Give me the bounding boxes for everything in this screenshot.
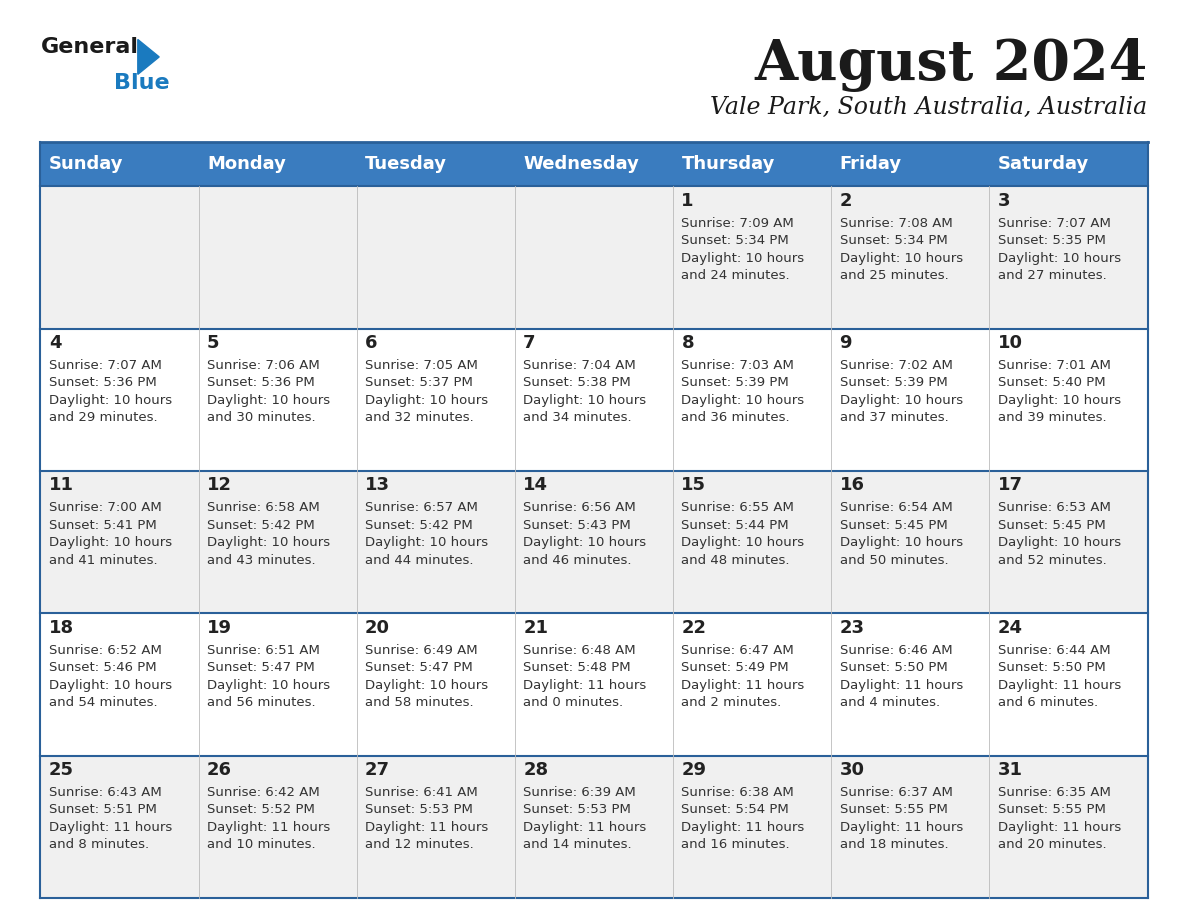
Text: 20: 20 [365,619,390,637]
Text: 22: 22 [682,619,707,637]
Bar [40,329,1148,471]
Text: 21: 21 [523,619,548,637]
Text: 27: 27 [365,761,390,779]
Text: Sunrise: 6:53 AM
Sunset: 5:45 PM
Daylight: 10 hours
and 52 minutes.: Sunrise: 6:53 AM Sunset: 5:45 PM Dayligh… [998,501,1120,566]
Bar [40,471,1148,613]
Text: 3: 3 [998,192,1010,210]
Text: August 2024: August 2024 [754,37,1148,92]
Text: Sunrise: 6:38 AM
Sunset: 5:54 PM
Daylight: 11 hours
and 16 minutes.: Sunrise: 6:38 AM Sunset: 5:54 PM Dayligh… [682,786,804,851]
Text: 24: 24 [998,619,1023,637]
Text: 13: 13 [365,476,390,495]
Text: Sunrise: 6:47 AM
Sunset: 5:49 PM
Daylight: 11 hours
and 2 minutes.: Sunrise: 6:47 AM Sunset: 5:49 PM Dayligh… [682,644,804,709]
Text: Sunrise: 7:05 AM
Sunset: 5:37 PM
Daylight: 10 hours
and 32 minutes.: Sunrise: 7:05 AM Sunset: 5:37 PM Dayligh… [365,359,488,424]
Text: 2: 2 [840,192,852,210]
Text: 16: 16 [840,476,865,495]
Text: Friday: Friday [840,155,902,174]
Text: 28: 28 [523,761,549,779]
Text: 19: 19 [207,619,232,637]
Text: 4: 4 [49,334,62,353]
Text: Blue: Blue [114,73,170,94]
Text: 9: 9 [840,334,852,353]
Text: 26: 26 [207,761,232,779]
Text: 12: 12 [207,476,232,495]
Text: Sunrise: 7:01 AM
Sunset: 5:40 PM
Daylight: 10 hours
and 39 minutes.: Sunrise: 7:01 AM Sunset: 5:40 PM Dayligh… [998,359,1120,424]
Text: Sunrise: 6:49 AM
Sunset: 5:47 PM
Daylight: 10 hours
and 58 minutes.: Sunrise: 6:49 AM Sunset: 5:47 PM Dayligh… [365,644,488,709]
Bar [40,186,1148,329]
Text: 5: 5 [207,334,220,353]
Text: Sunrise: 6:57 AM
Sunset: 5:42 PM
Daylight: 10 hours
and 44 minutes.: Sunrise: 6:57 AM Sunset: 5:42 PM Dayligh… [365,501,488,566]
Text: 1: 1 [682,192,694,210]
Text: 10: 10 [998,334,1023,353]
Text: Sunrise: 6:56 AM
Sunset: 5:43 PM
Daylight: 10 hours
and 46 minutes.: Sunrise: 6:56 AM Sunset: 5:43 PM Dayligh… [523,501,646,566]
Text: Vale Park, South Australia, Australia: Vale Park, South Australia, Australia [710,96,1148,119]
Text: Sunrise: 6:54 AM
Sunset: 5:45 PM
Daylight: 10 hours
and 50 minutes.: Sunrise: 6:54 AM Sunset: 5:45 PM Dayligh… [840,501,962,566]
Text: 17: 17 [998,476,1023,495]
Text: Sunrise: 7:04 AM
Sunset: 5:38 PM
Daylight: 10 hours
and 34 minutes.: Sunrise: 7:04 AM Sunset: 5:38 PM Dayligh… [523,359,646,424]
Text: Sunrise: 6:51 AM
Sunset: 5:47 PM
Daylight: 10 hours
and 56 minutes.: Sunrise: 6:51 AM Sunset: 5:47 PM Dayligh… [207,644,330,709]
Text: 6: 6 [365,334,378,353]
Text: 11: 11 [49,476,74,495]
Text: Sunrise: 6:43 AM
Sunset: 5:51 PM
Daylight: 11 hours
and 8 minutes.: Sunrise: 6:43 AM Sunset: 5:51 PM Dayligh… [49,786,172,851]
Text: Sunrise: 6:41 AM
Sunset: 5:53 PM
Daylight: 11 hours
and 12 minutes.: Sunrise: 6:41 AM Sunset: 5:53 PM Dayligh… [365,786,488,851]
Text: Sunrise: 6:39 AM
Sunset: 5:53 PM
Daylight: 11 hours
and 14 minutes.: Sunrise: 6:39 AM Sunset: 5:53 PM Dayligh… [523,786,646,851]
Text: Sunrise: 7:08 AM
Sunset: 5:34 PM
Daylight: 10 hours
and 25 minutes.: Sunrise: 7:08 AM Sunset: 5:34 PM Dayligh… [840,217,962,282]
Bar [40,756,1148,898]
Text: Sunrise: 6:44 AM
Sunset: 5:50 PM
Daylight: 11 hours
and 6 minutes.: Sunrise: 6:44 AM Sunset: 5:50 PM Dayligh… [998,644,1121,709]
Text: Sunrise: 7:07 AM
Sunset: 5:35 PM
Daylight: 10 hours
and 27 minutes.: Sunrise: 7:07 AM Sunset: 5:35 PM Dayligh… [998,217,1120,282]
Bar [40,142,1148,186]
Text: Sunrise: 6:37 AM
Sunset: 5:55 PM
Daylight: 11 hours
and 18 minutes.: Sunrise: 6:37 AM Sunset: 5:55 PM Dayligh… [840,786,962,851]
Polygon shape [138,39,159,74]
Text: Sunrise: 7:02 AM
Sunset: 5:39 PM
Daylight: 10 hours
and 37 minutes.: Sunrise: 7:02 AM Sunset: 5:39 PM Dayligh… [840,359,962,424]
Text: Sunrise: 6:58 AM
Sunset: 5:42 PM
Daylight: 10 hours
and 43 minutes.: Sunrise: 6:58 AM Sunset: 5:42 PM Dayligh… [207,501,330,566]
Text: Monday: Monday [207,155,286,174]
Text: Saturday: Saturday [998,155,1089,174]
Text: Sunrise: 6:46 AM
Sunset: 5:50 PM
Daylight: 11 hours
and 4 minutes.: Sunrise: 6:46 AM Sunset: 5:50 PM Dayligh… [840,644,962,709]
Text: General: General [40,37,138,57]
Text: 15: 15 [682,476,707,495]
Text: 8: 8 [682,334,694,353]
Text: Sunrise: 6:48 AM
Sunset: 5:48 PM
Daylight: 11 hours
and 0 minutes.: Sunrise: 6:48 AM Sunset: 5:48 PM Dayligh… [523,644,646,709]
Text: Sunrise: 6:52 AM
Sunset: 5:46 PM
Daylight: 10 hours
and 54 minutes.: Sunrise: 6:52 AM Sunset: 5:46 PM Dayligh… [49,644,172,709]
Text: 25: 25 [49,761,74,779]
Text: 7: 7 [523,334,536,353]
Text: 23: 23 [840,619,865,637]
Text: 29: 29 [682,761,707,779]
Text: Sunrise: 7:00 AM
Sunset: 5:41 PM
Daylight: 10 hours
and 41 minutes.: Sunrise: 7:00 AM Sunset: 5:41 PM Dayligh… [49,501,172,566]
Text: 31: 31 [998,761,1023,779]
Text: Sunrise: 6:55 AM
Sunset: 5:44 PM
Daylight: 10 hours
and 48 minutes.: Sunrise: 6:55 AM Sunset: 5:44 PM Dayligh… [682,501,804,566]
Text: Sunday: Sunday [49,155,124,174]
Bar [40,613,1148,756]
Text: Sunrise: 6:42 AM
Sunset: 5:52 PM
Daylight: 11 hours
and 10 minutes.: Sunrise: 6:42 AM Sunset: 5:52 PM Dayligh… [207,786,330,851]
Text: Sunrise: 7:03 AM
Sunset: 5:39 PM
Daylight: 10 hours
and 36 minutes.: Sunrise: 7:03 AM Sunset: 5:39 PM Dayligh… [682,359,804,424]
Text: 18: 18 [49,619,74,637]
Text: Sunrise: 7:06 AM
Sunset: 5:36 PM
Daylight: 10 hours
and 30 minutes.: Sunrise: 7:06 AM Sunset: 5:36 PM Dayligh… [207,359,330,424]
Text: Sunrise: 7:07 AM
Sunset: 5:36 PM
Daylight: 10 hours
and 29 minutes.: Sunrise: 7:07 AM Sunset: 5:36 PM Dayligh… [49,359,172,424]
Text: Sunrise: 7:09 AM
Sunset: 5:34 PM
Daylight: 10 hours
and 24 minutes.: Sunrise: 7:09 AM Sunset: 5:34 PM Dayligh… [682,217,804,282]
Text: Thursday: Thursday [682,155,775,174]
Text: Sunrise: 6:35 AM
Sunset: 5:55 PM
Daylight: 11 hours
and 20 minutes.: Sunrise: 6:35 AM Sunset: 5:55 PM Dayligh… [998,786,1121,851]
Text: 14: 14 [523,476,548,495]
Text: Tuesday: Tuesday [365,155,447,174]
Text: Wednesday: Wednesday [523,155,639,174]
Text: 30: 30 [840,761,865,779]
